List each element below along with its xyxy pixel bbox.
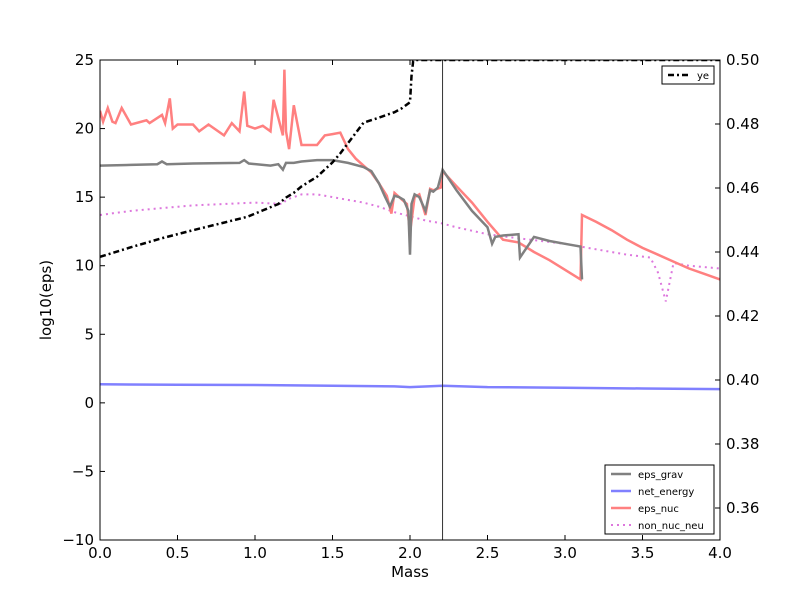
x-tick-label: 2.0 [398, 544, 422, 562]
series-line-eps_nuc [100, 69, 720, 282]
y-tick-label: 5 [84, 325, 94, 343]
y-tick-label: −10 [62, 531, 94, 549]
x-tick-label: 1.0 [243, 544, 267, 562]
y-tick-label: 15 [75, 188, 94, 206]
x-tick-label: 3.5 [631, 544, 655, 562]
x-axis-ticks: 0.0 0.5 1.0 1.5 2.0 2.5 3.0 3.5 4.0 [88, 60, 732, 562]
y-tick-label: 0 [84, 394, 94, 412]
y-tick-label: 10 [75, 257, 94, 275]
series-line-ye [100, 60, 720, 258]
x-axis-label: Mass [391, 563, 429, 581]
series-line-net_energy [100, 383, 720, 391]
y-axis-ticks: −10 −5 0 5 10 15 20 25 [62, 51, 105, 549]
y2-tick-label: 0.48 [726, 115, 759, 133]
legend-left: eps_grav net_energy eps_nuc non_nuc_neu [604, 464, 715, 535]
legend-label-non_nuc_neu: non_nuc_neu [638, 521, 704, 532]
y2-tick-label: 0.46 [726, 179, 759, 197]
y-tick-label: 20 [75, 120, 94, 138]
x-tick-label: 2.5 [476, 544, 500, 562]
y2-axis-ticks: 0.36 0.38 0.40 0.42 0.44 0.46 0.48 0.50 [715, 51, 759, 517]
y-tick-label: 25 [75, 51, 94, 69]
y2-tick-label: 0.36 [726, 499, 759, 517]
y2-tick-label: 0.42 [726, 307, 759, 325]
legend-right: ye [661, 65, 715, 85]
x-tick-label: 0.5 [166, 544, 190, 562]
legend-label-eps_grav: eps_grav [638, 470, 683, 481]
series-line-non_nuc_neu [100, 193, 720, 302]
legend-label-net_energy: net_energy [638, 487, 694, 498]
y2-tick-label: 0.38 [726, 435, 759, 453]
series-layer [100, 60, 720, 391]
legend-label-ye: ye [697, 71, 709, 82]
y2-tick-label: 0.44 [726, 243, 759, 261]
x-tick-label: 0.0 [88, 544, 112, 562]
x-tick-label: 3.0 [553, 544, 577, 562]
series-line-eps_grav [100, 158, 584, 280]
y-tick-label: −5 [72, 462, 94, 480]
legend-left-frame [604, 464, 715, 535]
x-tick-label: 1.5 [321, 544, 345, 562]
y2-tick-label: 0.40 [726, 371, 759, 389]
y2-tick-label: 0.50 [726, 51, 759, 69]
x-tick-label: 4.0 [708, 544, 732, 562]
y-axis-label: log10(eps) [37, 260, 55, 340]
legend-label-eps_nuc: eps_nuc [638, 504, 679, 515]
